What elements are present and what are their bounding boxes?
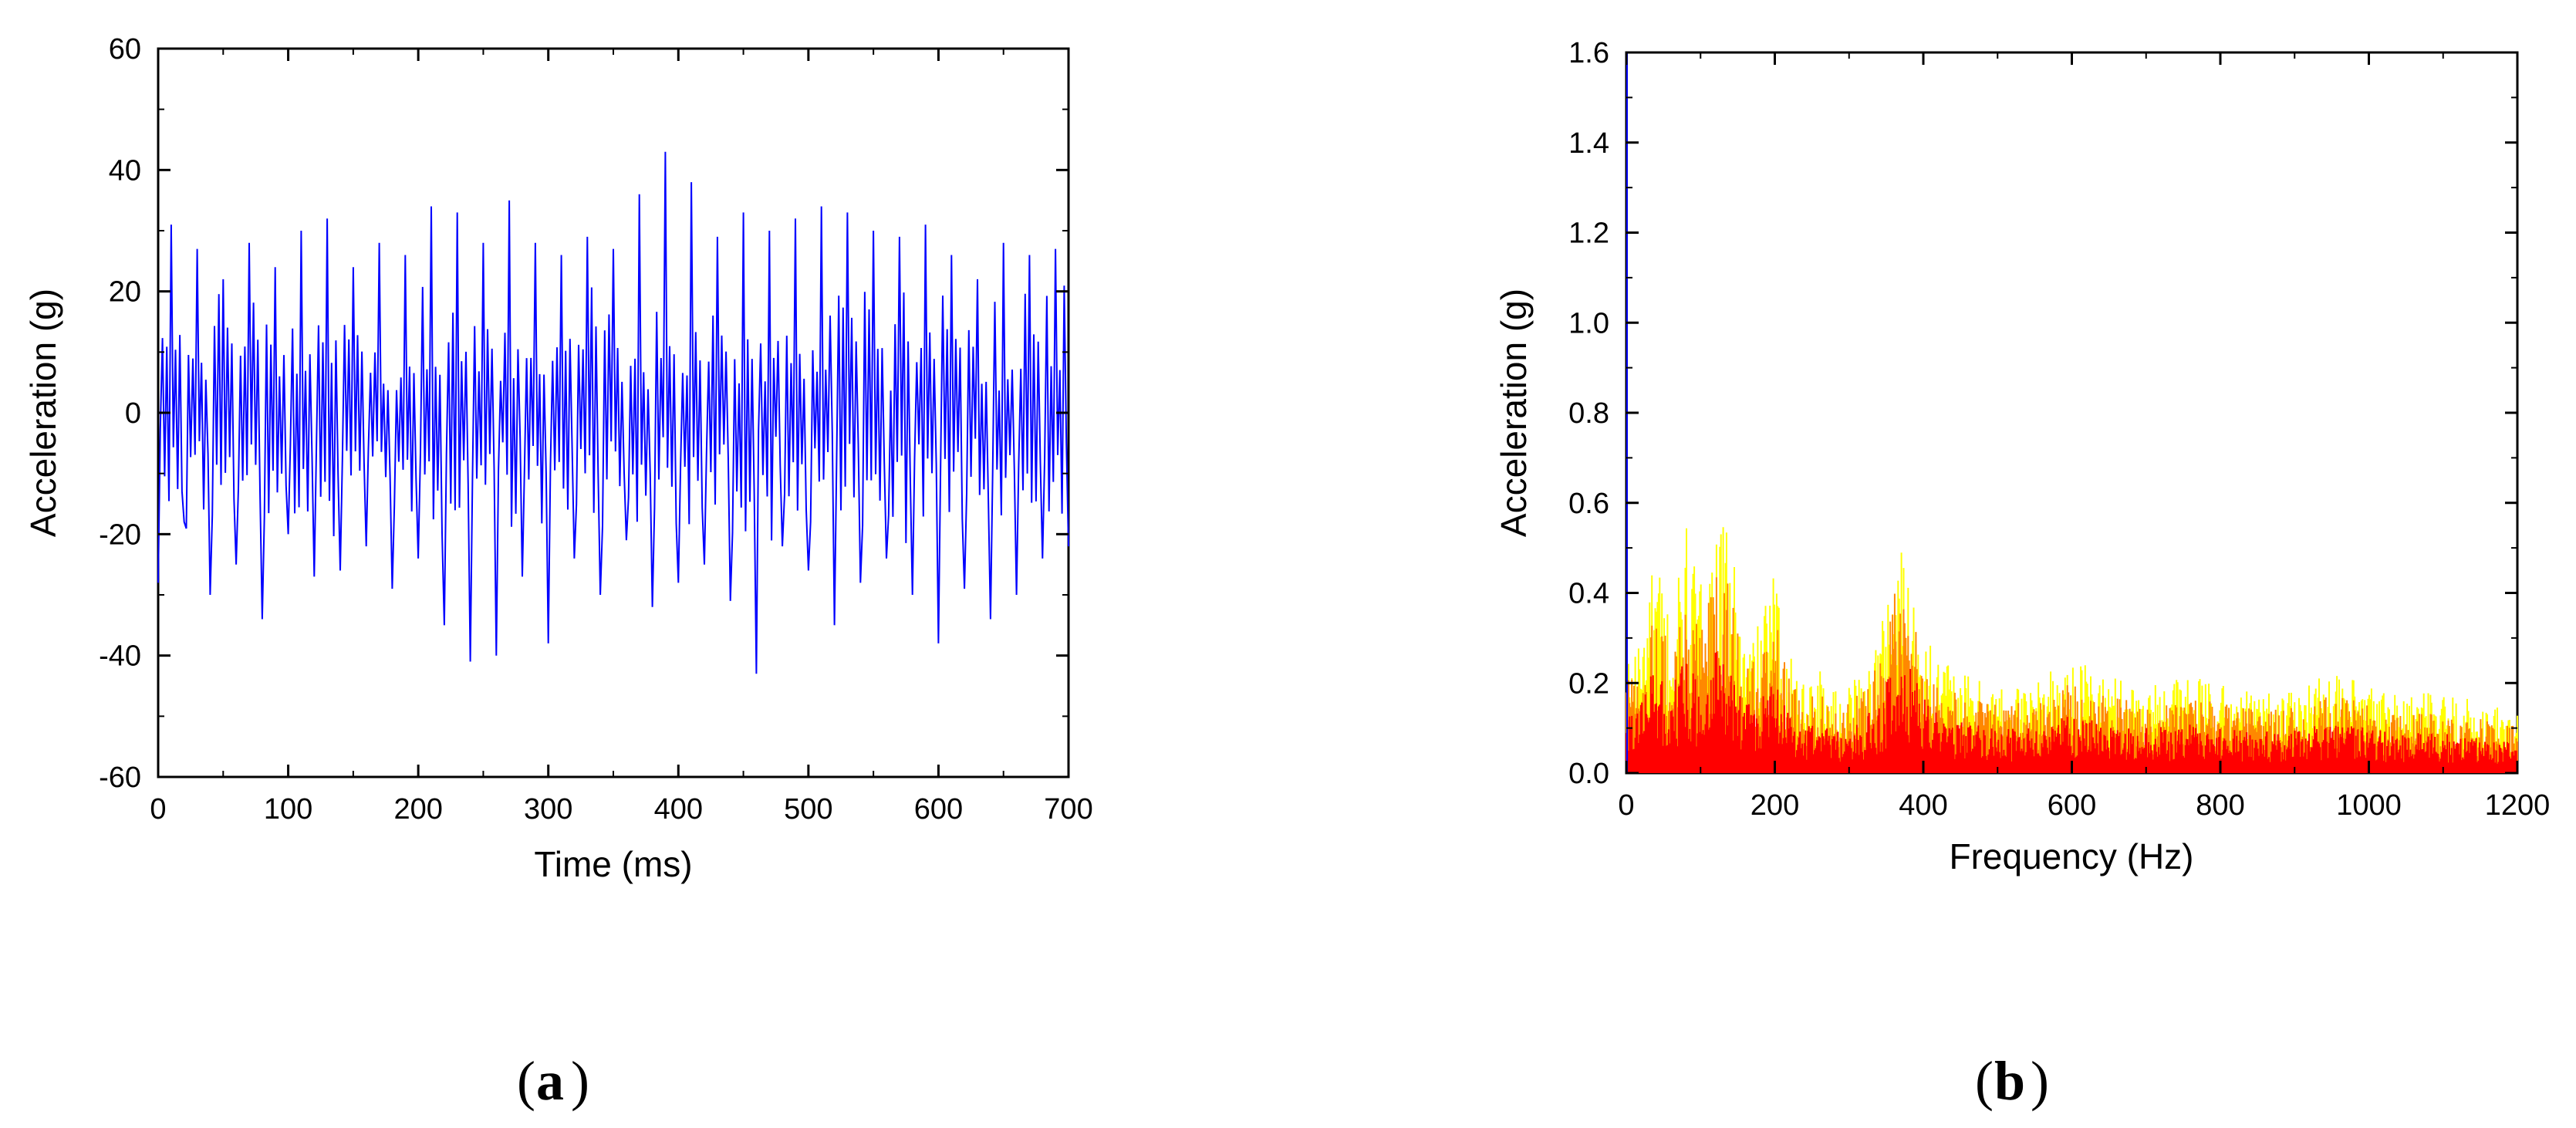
panel-a-y-tick-label: 0 bbox=[125, 397, 141, 430]
svg-text:): ) bbox=[2031, 1050, 2049, 1112]
panel-b-plot-frame bbox=[1625, 51, 2519, 775]
panel-a-x-tick-label: 500 bbox=[784, 793, 832, 826]
panel-b-y-axis-label: Acceleration (g) bbox=[1494, 289, 1534, 537]
panel-a-acceleration-line bbox=[157, 151, 1069, 674]
panel-a-y-tick-label: -20 bbox=[99, 518, 141, 551]
panel-a-y-tick-label: -60 bbox=[99, 762, 141, 794]
svg-text:): ) bbox=[571, 1050, 589, 1112]
panel-b-y-tick-label: 0.8 bbox=[1568, 397, 1609, 430]
panel-b-x-ticks: 0 200 400 600 800 1000 1200 bbox=[1618, 52, 2550, 822]
panel-a-plot-frame bbox=[157, 47, 1070, 778]
panel-a-label: ( a ) bbox=[517, 1050, 589, 1112]
panel-b-label-letter: b bbox=[1994, 1050, 2025, 1112]
panel-b-x-tick-label: 800 bbox=[2196, 789, 2244, 822]
panel-a-y-axis-label: Acceleration (g) bbox=[23, 289, 63, 537]
panel-b-frequency-spectrum: 0 200 400 600 800 1000 1200 0.0 0.2 0.4 0.6 0.8 1.0… bbox=[1494, 37, 2550, 1112]
panel-a-x-tick-label: 700 bbox=[1044, 793, 1092, 826]
panel-a-label-letter: a bbox=[536, 1050, 564, 1112]
panel-b-x-tick-label: 1000 bbox=[2336, 789, 2402, 822]
panel-b-y-tick-label: 0.6 bbox=[1568, 488, 1609, 520]
panel-b-x-tick-label: 0 bbox=[1618, 789, 1634, 822]
panel-b-x-tick-label: 200 bbox=[1751, 789, 1799, 822]
panel-a-x-tick-label: 0 bbox=[150, 793, 166, 826]
panel-a-y-ticks: -60 -40 -20 0 20 40 60 bbox=[99, 33, 1069, 794]
panel-a-series bbox=[157, 151, 1069, 674]
panel-b-y-tick-label: 1.2 bbox=[1568, 218, 1609, 250]
panel-a-y-tick-label: 20 bbox=[109, 276, 141, 309]
panel-a-x-tick-label: 400 bbox=[654, 793, 703, 826]
panel-b-x-tick-label: 1200 bbox=[2485, 789, 2551, 822]
svg-text:(: ( bbox=[517, 1050, 535, 1112]
panel-b-y-tick-label: 1.6 bbox=[1568, 37, 1609, 69]
panel-b-series bbox=[1626, 52, 2518, 773]
panel-b-label: ( b ) bbox=[1975, 1050, 2049, 1112]
panel-b-y-tick-label: 0.0 bbox=[1568, 758, 1609, 790]
panel-a-x-ticks: 0 100 200 300 400 500 600 700 bbox=[150, 49, 1093, 826]
panel-b-y-ticks: 0.0 0.2 0.4 0.6 0.8 1.0 1.2 1.4 1.6 bbox=[1568, 37, 2517, 790]
panel-a-y-tick-label: 60 bbox=[109, 33, 141, 66]
panel-a-x-tick-label: 200 bbox=[393, 793, 442, 826]
panel-a-x-tick-label: 100 bbox=[264, 793, 312, 826]
panel-a-x-axis-label: Time (ms) bbox=[534, 844, 692, 884]
panel-b-y-tick-label: 0.4 bbox=[1568, 578, 1609, 610]
panel-b-x-tick-label: 600 bbox=[2048, 789, 2096, 822]
panel-b-y-tick-label: 1.0 bbox=[1568, 307, 1609, 339]
panel-a-x-tick-label: 300 bbox=[524, 793, 572, 826]
panel-a-time-signal: 0 100 200 300 400 500 600 700 -60-40-200204060 … bbox=[23, 33, 1093, 1112]
panel-b-y-tick-label: 1.4 bbox=[1568, 127, 1609, 160]
panel-b-x-axis-label: Frequency (Hz) bbox=[1950, 836, 2194, 876]
panel-b-x-tick-label: 400 bbox=[1899, 789, 1947, 822]
panel-a-y-tick-label: -40 bbox=[99, 640, 141, 673]
panel-b-y-tick-label: 0.2 bbox=[1568, 667, 1609, 700]
panel-a-y-tick-label: 40 bbox=[109, 154, 141, 187]
svg-text:(: ( bbox=[1975, 1050, 1994, 1112]
panel-a-x-tick-label: 600 bbox=[914, 793, 963, 826]
